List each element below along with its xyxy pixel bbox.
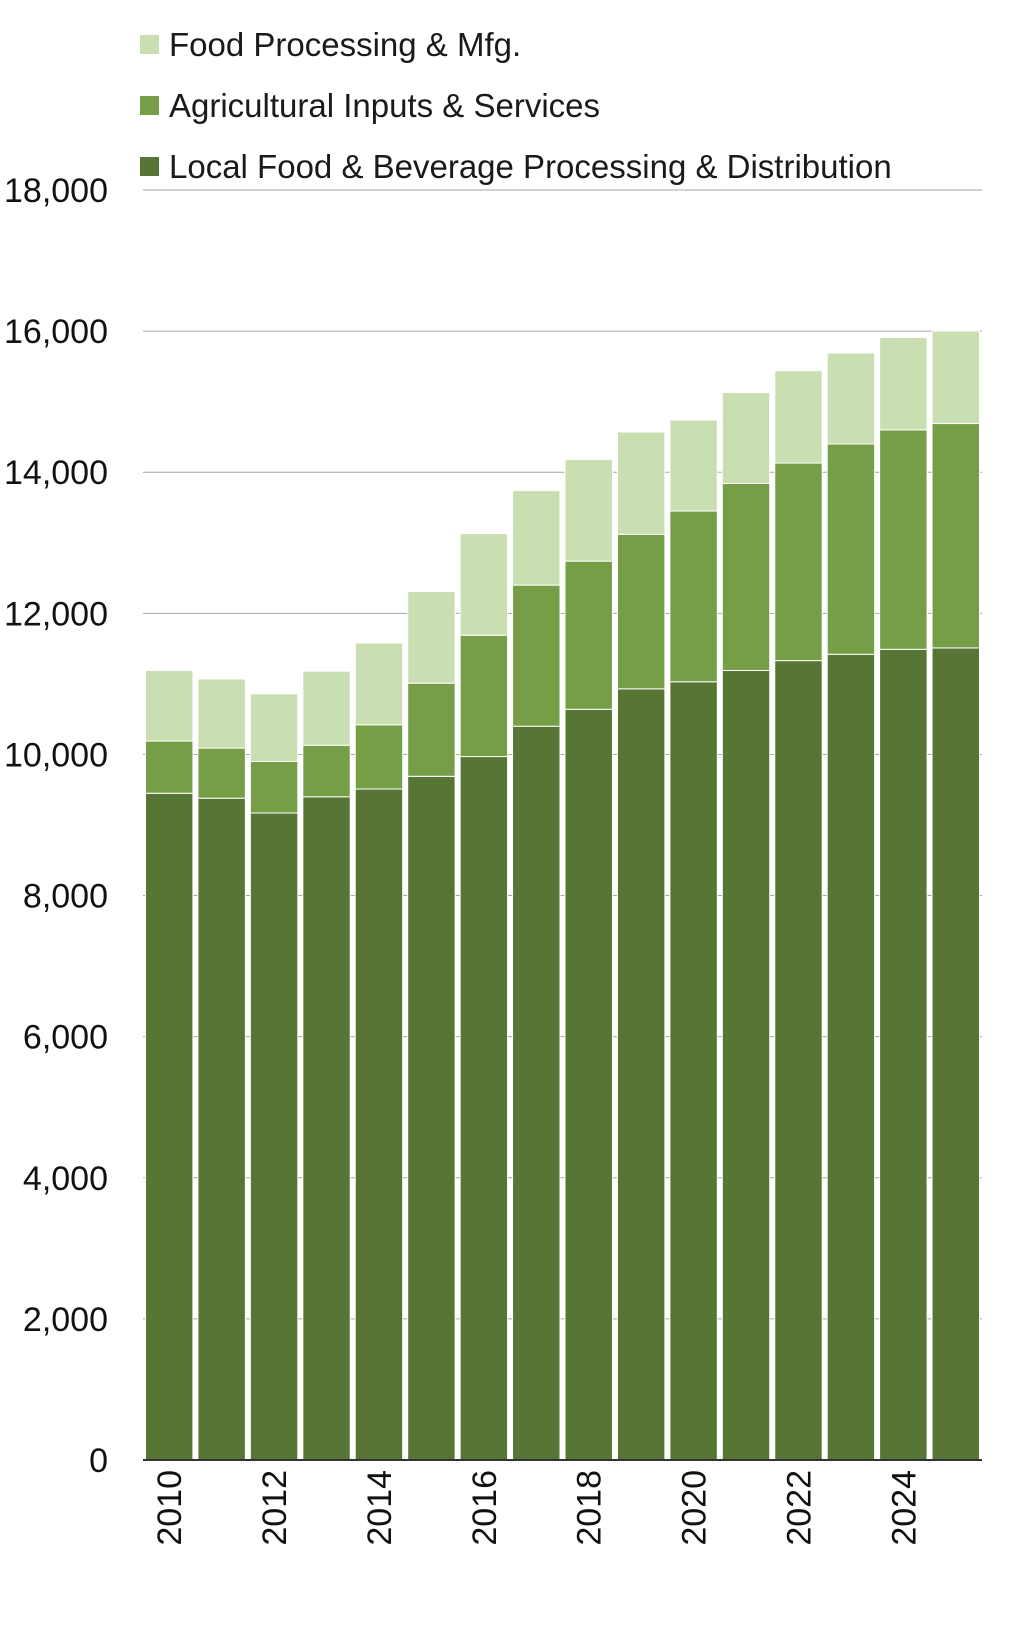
x-tick-labels: 2010 2012 2014 2016 2018 2020 2022 2024 <box>151 1470 923 1546</box>
bar-segment-2019-series-2 <box>616 431 666 535</box>
bar-segment-2018-series-2 <box>564 459 613 562</box>
bar-segment-2024-series-2 <box>879 336 928 431</box>
y-tick-label: 14,000 <box>4 454 108 492</box>
bar-segment-2025-series-1 <box>931 423 980 649</box>
bar-segment-2022-series-0 <box>774 660 823 1461</box>
y-tick-labels: 0 2,000 4,000 6,000 8,000 10,000 12,000 14,000 1… <box>4 172 108 1480</box>
bar-segment-2019-series-0 <box>616 688 666 1461</box>
y-tick-label: 4,000 <box>23 1160 108 1198</box>
bar-segment-2021-series-0 <box>721 669 771 1461</box>
bar-segment-2015-series-2 <box>407 590 456 684</box>
y-tick-label: 12,000 <box>4 595 108 633</box>
bar-segment-2020-series-0 <box>669 681 718 1461</box>
bar-segment-2017-series-1 <box>512 584 561 727</box>
legend-label-food-processing: Food Processing & Mfg. <box>169 25 522 63</box>
bar-segment-2019-series-1 <box>616 533 666 690</box>
bar-segment-2016-series-2 <box>459 533 509 636</box>
bar-segment-2014-series-0 <box>354 788 404 1461</box>
bar-segment-2016-series-1 <box>459 634 509 758</box>
bar-segment-2017-series-2 <box>512 490 561 586</box>
legend: Food Processing & Mfg. Agricultural Inpu… <box>140 14 892 197</box>
x-tick-label: 2024 <box>885 1470 923 1546</box>
bar-segment-2013-series-2 <box>302 670 351 746</box>
y-tick-label: 0 <box>89 1442 108 1480</box>
y-tick-label: 18,000 <box>4 172 108 210</box>
bar-segment-2020-series-2 <box>669 419 718 512</box>
legend-swatch-agricultural-inputs <box>140 96 159 115</box>
y-tick-label: 16,000 <box>4 313 108 351</box>
x-tick-label: 2014 <box>361 1470 399 1546</box>
bar-segment-2012-series-1 <box>249 761 299 814</box>
bar-segment-2025-series-0 <box>931 647 980 1461</box>
legend-label-local-food: Local Food & Beverage Processing & Distr… <box>169 147 892 185</box>
bar-segment-2011-series-0 <box>197 797 246 1461</box>
bar-segment-2025-series-2 <box>931 330 980 425</box>
bar-segment-2011-series-2 <box>197 678 246 749</box>
legend-item-agricultural-inputs: Agricultural Inputs & Services <box>140 75 892 136</box>
bar-segment-2010-series-1 <box>145 740 194 794</box>
y-tick-label: 6,000 <box>23 1019 108 1057</box>
x-tick-label: 2010 <box>151 1470 189 1546</box>
bar-segment-2013-series-0 <box>302 796 351 1461</box>
bar-segment-2018-series-0 <box>564 708 613 1461</box>
bar-segment-2017-series-0 <box>512 725 561 1461</box>
bar-segment-2015-series-0 <box>407 775 456 1461</box>
y-tick-label: 2,000 <box>23 1301 108 1339</box>
y-tick-label: 8,000 <box>23 878 108 916</box>
bar-segment-2024-series-0 <box>879 648 928 1461</box>
bar-segment-2014-series-1 <box>354 724 404 790</box>
bar-segment-2013-series-1 <box>302 744 351 798</box>
legend-swatch-food-processing <box>140 35 159 54</box>
bar-segment-2018-series-1 <box>564 560 613 710</box>
bar-segment-2014-series-2 <box>354 642 404 726</box>
legend-label-agricultural-inputs: Agricultural Inputs & Services <box>169 86 601 124</box>
bar-segment-2023-series-2 <box>826 352 876 445</box>
legend-item-food-processing: Food Processing & Mfg. <box>140 14 892 75</box>
bar-segment-2010-series-2 <box>145 669 194 742</box>
x-tick-label: 2018 <box>571 1470 609 1546</box>
bar-segment-2024-series-1 <box>879 429 928 650</box>
bar-segment-2012-series-2 <box>249 693 299 763</box>
bar-segment-2023-series-1 <box>826 443 876 655</box>
bar-segment-2021-series-1 <box>721 483 771 671</box>
y-tick-label: 10,000 <box>4 736 108 774</box>
bar-segment-2021-series-2 <box>721 391 771 485</box>
bar-segment-2022-series-1 <box>774 462 823 662</box>
bar-segment-2012-series-0 <box>249 812 299 1461</box>
bar-segment-2011-series-1 <box>197 747 246 799</box>
bar-segment-2016-series-0 <box>459 756 509 1461</box>
bar-segment-2023-series-0 <box>826 653 876 1461</box>
legend-swatch-local-food <box>140 157 159 176</box>
x-tick-label: 2022 <box>780 1470 818 1546</box>
x-tick-label: 2016 <box>466 1470 504 1546</box>
bar-segment-2022-series-2 <box>774 370 823 464</box>
x-tick-label: 2012 <box>256 1470 294 1546</box>
bar-segment-2020-series-1 <box>669 510 718 683</box>
bar-segment-2015-series-1 <box>407 682 456 777</box>
x-tick-label: 2020 <box>676 1470 714 1546</box>
bars <box>145 330 980 1461</box>
bar-segment-2010-series-0 <box>145 792 194 1461</box>
legend-item-local-food: Local Food & Beverage Processing & Distr… <box>140 136 892 197</box>
